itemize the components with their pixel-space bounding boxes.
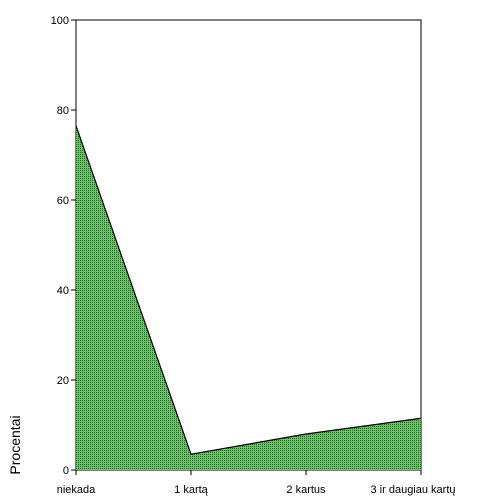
y-tick-label: 60 [57, 195, 69, 207]
y-tick-label: 100 [51, 15, 69, 27]
x-tick-label: 2 kartus [286, 484, 326, 496]
x-tick-label: 1 kartą [174, 484, 209, 496]
y-tick-label: 40 [57, 285, 69, 297]
y-axis-label: Procentai [7, 415, 23, 474]
series-line [75, 125, 422, 455]
y-tick-label: 80 [57, 105, 69, 117]
x-tick-label: niekada [57, 484, 96, 496]
y-tick-label: 20 [57, 375, 69, 387]
area-fill [76, 125, 421, 470]
y-tick-label: 0 [63, 465, 69, 477]
x-tick-label: 3 ir daugiau kartų [371, 484, 456, 496]
